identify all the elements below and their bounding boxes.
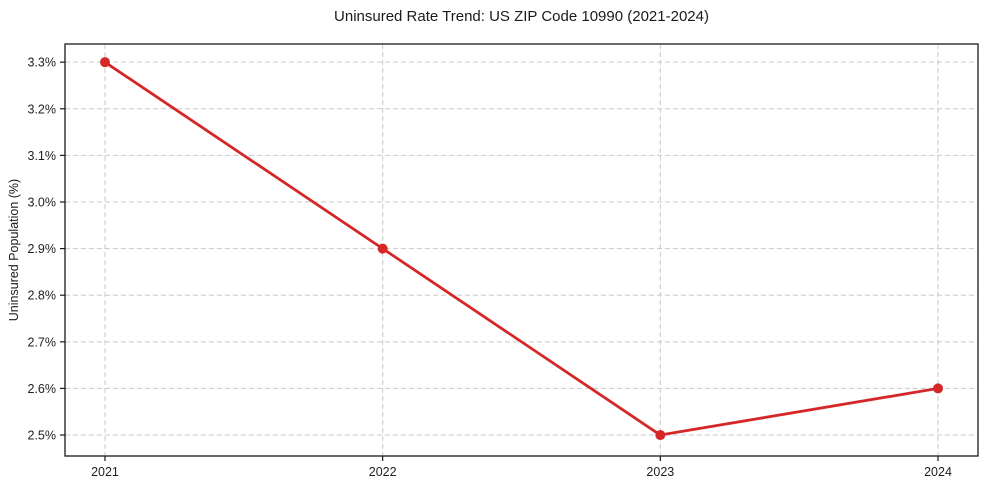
x-tick-label: 2021 bbox=[91, 465, 119, 479]
data-point bbox=[933, 383, 944, 394]
data-point bbox=[655, 430, 666, 441]
data-point bbox=[377, 243, 388, 254]
y-tick-label: 3.2% bbox=[28, 102, 57, 116]
x-tick-label: 2023 bbox=[646, 465, 674, 479]
y-tick-label: 3.3% bbox=[28, 56, 57, 70]
chart-title: Uninsured Rate Trend: US ZIP Code 10990 … bbox=[334, 8, 709, 25]
data-point bbox=[99, 57, 110, 68]
x-tick-label: 2024 bbox=[924, 465, 952, 479]
y-tick-label: 2.6% bbox=[28, 382, 57, 396]
plot-border bbox=[64, 43, 979, 457]
y-tick-label: 2.5% bbox=[28, 429, 57, 443]
y-tick-label: 2.9% bbox=[28, 242, 57, 256]
y-tick-label: 3.0% bbox=[28, 195, 57, 209]
y-tick-label: 3.1% bbox=[28, 149, 57, 163]
y-tick-label: 2.8% bbox=[28, 289, 57, 303]
trend-line bbox=[103, 60, 940, 437]
x-tick-label: 2022 bbox=[369, 465, 397, 479]
y-tick-label: 2.7% bbox=[28, 335, 57, 349]
